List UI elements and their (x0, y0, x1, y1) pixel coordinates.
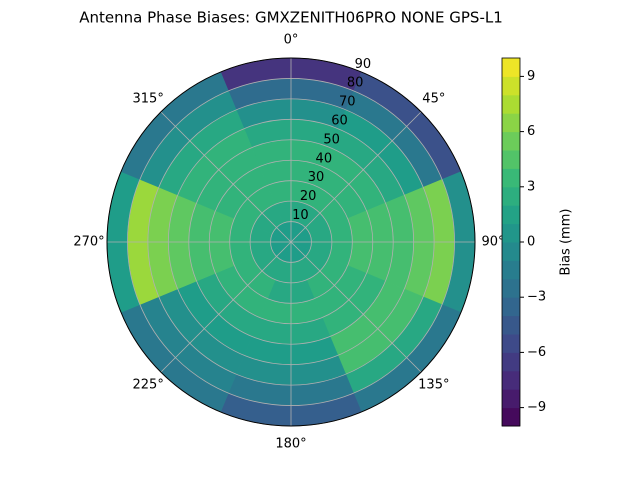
grid-spoke (290, 111, 422, 243)
colorbar-band (502, 278, 520, 298)
r-tick-label: 60 (331, 113, 348, 128)
colorbar-tick-label: 0 (527, 235, 535, 250)
colorbar-band (502, 297, 520, 317)
colorbar-band (502, 113, 520, 133)
theta-tick-label: 225° (133, 377, 164, 392)
grid-spoke (160, 241, 292, 373)
colorbar-band (502, 334, 520, 353)
colorbar-tick-label: 6 (527, 124, 535, 139)
r-tick-label: 10 (292, 208, 309, 223)
theta-tick-label: 180° (275, 437, 306, 452)
colorbar-band (502, 370, 520, 390)
colorbar-band (502, 168, 520, 188)
colorbar-label: Bias (mm) (559, 209, 574, 276)
r-tick-label: 20 (300, 189, 317, 204)
colorbar-band (502, 186, 520, 206)
colorbar-band (502, 352, 520, 372)
r-tick-label: 50 (323, 132, 340, 147)
colorbar-band (502, 223, 520, 243)
colorbar-tick-label: 9 (527, 69, 535, 84)
theta-tick-label: 0° (284, 33, 299, 48)
colorbar-band (502, 205, 520, 225)
colorbar-tick-label: −9 (527, 400, 546, 415)
r-tick-label: 70 (339, 95, 356, 110)
colorbar-tick-label: −6 (527, 345, 546, 360)
polar-frame (106, 57, 476, 427)
colorbar-band (502, 150, 520, 169)
colorbar-band (502, 94, 520, 114)
colorbar-tick-label: −3 (527, 290, 546, 305)
r-tick-label: 90 (355, 57, 372, 72)
grid-spoke (160, 111, 292, 243)
colorbar-band (502, 407, 520, 427)
theta-tick-label: 90° (481, 235, 504, 250)
colorbar-band (502, 315, 520, 335)
r-tick-label: 40 (316, 151, 333, 166)
colorbar-band (502, 131, 520, 151)
colorbar-tick-label: 3 (527, 179, 535, 194)
r-tick-label: 30 (308, 170, 325, 185)
colorbar-band (502, 389, 520, 409)
colorbar-band (502, 242, 520, 261)
grid-spoke (290, 241, 422, 373)
chart-title: Antenna Phase Biases: GMXZENITH06PRO NON… (79, 9, 503, 27)
r-tick-label: 80 (347, 76, 364, 91)
colorbar-band (502, 58, 520, 77)
theta-tick-label: 45° (422, 92, 445, 107)
theta-tick-label: 315° (133, 92, 164, 107)
colorbar-band (502, 260, 520, 280)
colorbar-band (502, 76, 520, 96)
theta-tick-label: 135° (418, 377, 449, 392)
theta-tick-label: 270° (73, 235, 104, 250)
